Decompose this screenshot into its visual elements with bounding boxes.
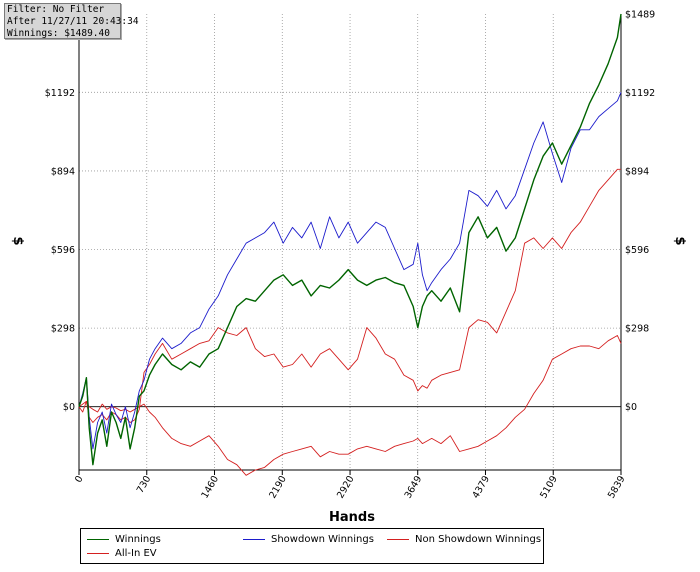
x-tick-label: 2190 — [267, 474, 289, 500]
legend-label-non-showdown: Non Showdown Winnings — [415, 533, 542, 545]
x-tick-label: 3649 — [403, 474, 425, 500]
y-tick-label-right: $298 — [625, 324, 649, 335]
chart-axes — [78, 14, 622, 475]
y-axis-label-left: $ — [10, 236, 25, 245]
series-line-all-in-ev — [78, 335, 622, 476]
legend-item-allin-ev: All-In EV — [87, 546, 157, 560]
winnings-text: Winnings: $1489.40 — [7, 28, 110, 39]
y-tick-label-left: $0 — [63, 402, 75, 413]
legend-label-showdown: Showdown Winnings — [271, 533, 374, 545]
legend-item-winnings: Winnings — [87, 532, 161, 546]
y-tick-label-right: $0 — [625, 402, 637, 413]
y-tick-label-left: $596 — [51, 245, 75, 256]
series-line-winnings — [78, 13, 622, 466]
x-axis-label: Hands — [329, 510, 375, 525]
legend-swatch-allin-ev — [87, 552, 109, 554]
y-tick-label-right: $1489 — [625, 10, 655, 21]
chart-grid — [79, 14, 621, 470]
legend-label-winnings: Winnings — [115, 533, 161, 545]
y-tick-label-right: $894 — [625, 166, 649, 177]
x-tick-label: 4379 — [470, 474, 492, 500]
y-axis-label-right: $ — [672, 236, 687, 245]
legend-swatch-non-showdown — [387, 538, 409, 540]
filter-info-box: Filter: No Filter After 11/27/11 20:43:3… — [4, 3, 139, 39]
x-tick-label: 730 — [135, 474, 154, 495]
chart-series — [78, 13, 622, 476]
y-tick-label-left: $894 — [51, 166, 75, 177]
y-tick-label-left: $298 — [51, 324, 75, 335]
y-tick-label-right: $1192 — [625, 88, 655, 99]
y-tick-label-left: $1192 — [45, 88, 75, 99]
legend-label-allin-ev: All-In EV — [115, 547, 157, 559]
legend-item-non-showdown: Non Showdown Winnings — [387, 532, 541, 546]
y-tick-label-right: $596 — [625, 245, 649, 256]
legend-swatch-showdown — [243, 538, 265, 540]
series-line-showdown-winnings — [78, 92, 622, 450]
x-tick-label: 0 — [73, 474, 86, 485]
chart-legend: Winnings Showdown Winnings Non Showdown … — [80, 528, 544, 564]
after-date-text: After 11/27/11 20:43:34 — [7, 16, 139, 27]
x-tick-label: 2920 — [335, 474, 357, 500]
x-tick-label: 1460 — [200, 474, 222, 500]
x-tick-label: 5109 — [538, 474, 560, 500]
filter-text: Filter: No Filter — [7, 4, 105, 15]
x-tick-label: 5839 — [606, 474, 628, 500]
legend-swatch-winnings — [87, 538, 109, 540]
legend-item-showdown: Showdown Winnings — [243, 532, 374, 546]
